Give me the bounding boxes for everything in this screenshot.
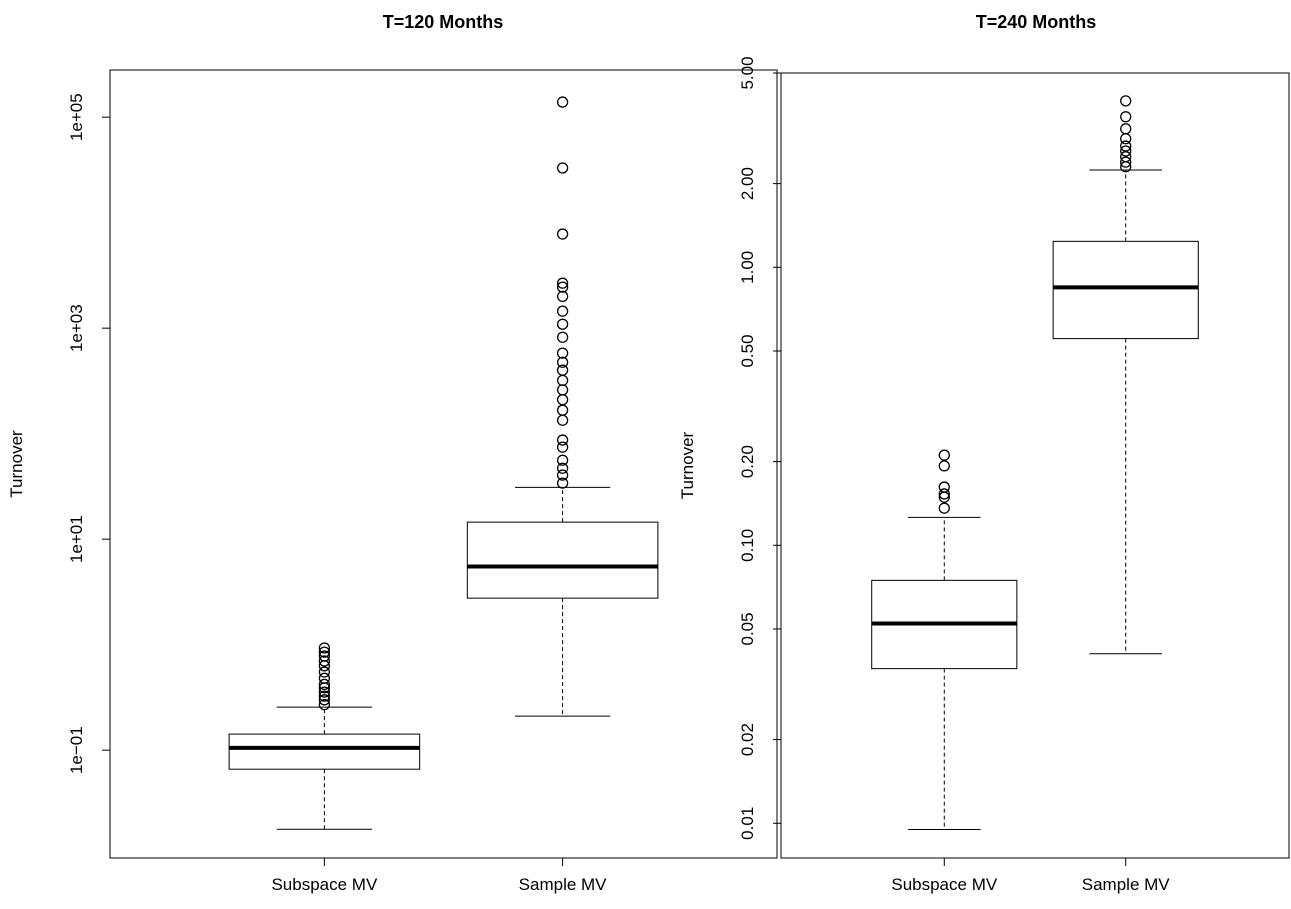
outlier [1120, 145, 1132, 157]
outlier [556, 290, 569, 303]
outlier [938, 481, 950, 493]
outlier [556, 374, 569, 387]
outlier [556, 228, 569, 240]
outlier [556, 434, 569, 446]
outlier [318, 690, 331, 702]
outlier [556, 277, 569, 289]
y-tick-label: 0.10 [738, 529, 757, 562]
outlier [556, 356, 569, 368]
outlier [318, 655, 331, 667]
outlier [556, 477, 569, 489]
outlier [1120, 95, 1132, 107]
y-tick-label: 1e+05 [67, 93, 86, 141]
outlier [556, 404, 569, 416]
chart-title: T=240 Months [976, 12, 1097, 32]
y-axis-label: Turnover [7, 430, 26, 498]
x-tick-label: Sample MV [519, 875, 608, 894]
outlier [318, 694, 331, 706]
y-axis-label: Turnover [678, 431, 697, 499]
plot-frame [780, 72, 1290, 859]
box [228, 733, 421, 770]
y-tick-label: 1.00 [738, 251, 757, 284]
outlier [938, 502, 950, 514]
outlier [318, 660, 331, 672]
outlier [1120, 123, 1132, 135]
outlier [938, 488, 950, 500]
y-tick-label: 0.01 [738, 807, 757, 840]
outlier [318, 682, 331, 694]
y-tick-label: 0.20 [738, 445, 757, 478]
y-tick-label: 0.02 [738, 723, 757, 756]
outlier [938, 449, 950, 461]
outlier [556, 331, 569, 343]
outlier [556, 454, 569, 466]
x-tick-label: Subspace MV [271, 875, 377, 894]
outlier [1120, 156, 1132, 168]
outlier [556, 162, 569, 174]
outlier [556, 394, 569, 406]
outlier [318, 698, 331, 711]
x-tick-label: Sample MV [1082, 875, 1171, 894]
outlier [1120, 133, 1132, 145]
y-tick-label: 0.05 [738, 612, 757, 645]
outlier [318, 678, 331, 691]
outlier [1120, 140, 1132, 152]
outlier [556, 384, 569, 396]
outlier [556, 96, 569, 108]
plot-frame [109, 69, 778, 859]
outlier [318, 642, 331, 654]
outlier [318, 666, 331, 678]
outlier [938, 460, 950, 472]
outlier [1120, 111, 1132, 123]
panel: T=240 Months Turnover 0.01 0.02 0.05 0.10 0.20… [678, 12, 1290, 894]
chart-title: T=120 Months [383, 12, 504, 32]
outlier [556, 305, 569, 317]
x-tick-label: Subspace MV [891, 875, 997, 894]
outlier [318, 686, 331, 698]
panel: T=120 Months Turnover 1e−01 1e+01 1e+03 1e+05… [7, 12, 778, 894]
outlier [556, 414, 569, 426]
box [1052, 240, 1199, 340]
outlier [556, 462, 569, 474]
outlier [556, 318, 569, 330]
y-tick-label: 2.00 [738, 167, 757, 200]
y-tick-label: 1e+03 [67, 304, 86, 352]
outlier [556, 441, 569, 453]
y-tick-label: 1e+01 [67, 515, 86, 563]
y-tick-label: 5.00 [738, 56, 757, 89]
y-tick-label: 1e−01 [67, 726, 86, 774]
y-tick-label: 0.50 [738, 334, 757, 367]
outlier [556, 281, 569, 293]
box [466, 521, 659, 599]
outlier [556, 469, 569, 481]
outlier [556, 347, 569, 359]
outlier [318, 646, 331, 658]
